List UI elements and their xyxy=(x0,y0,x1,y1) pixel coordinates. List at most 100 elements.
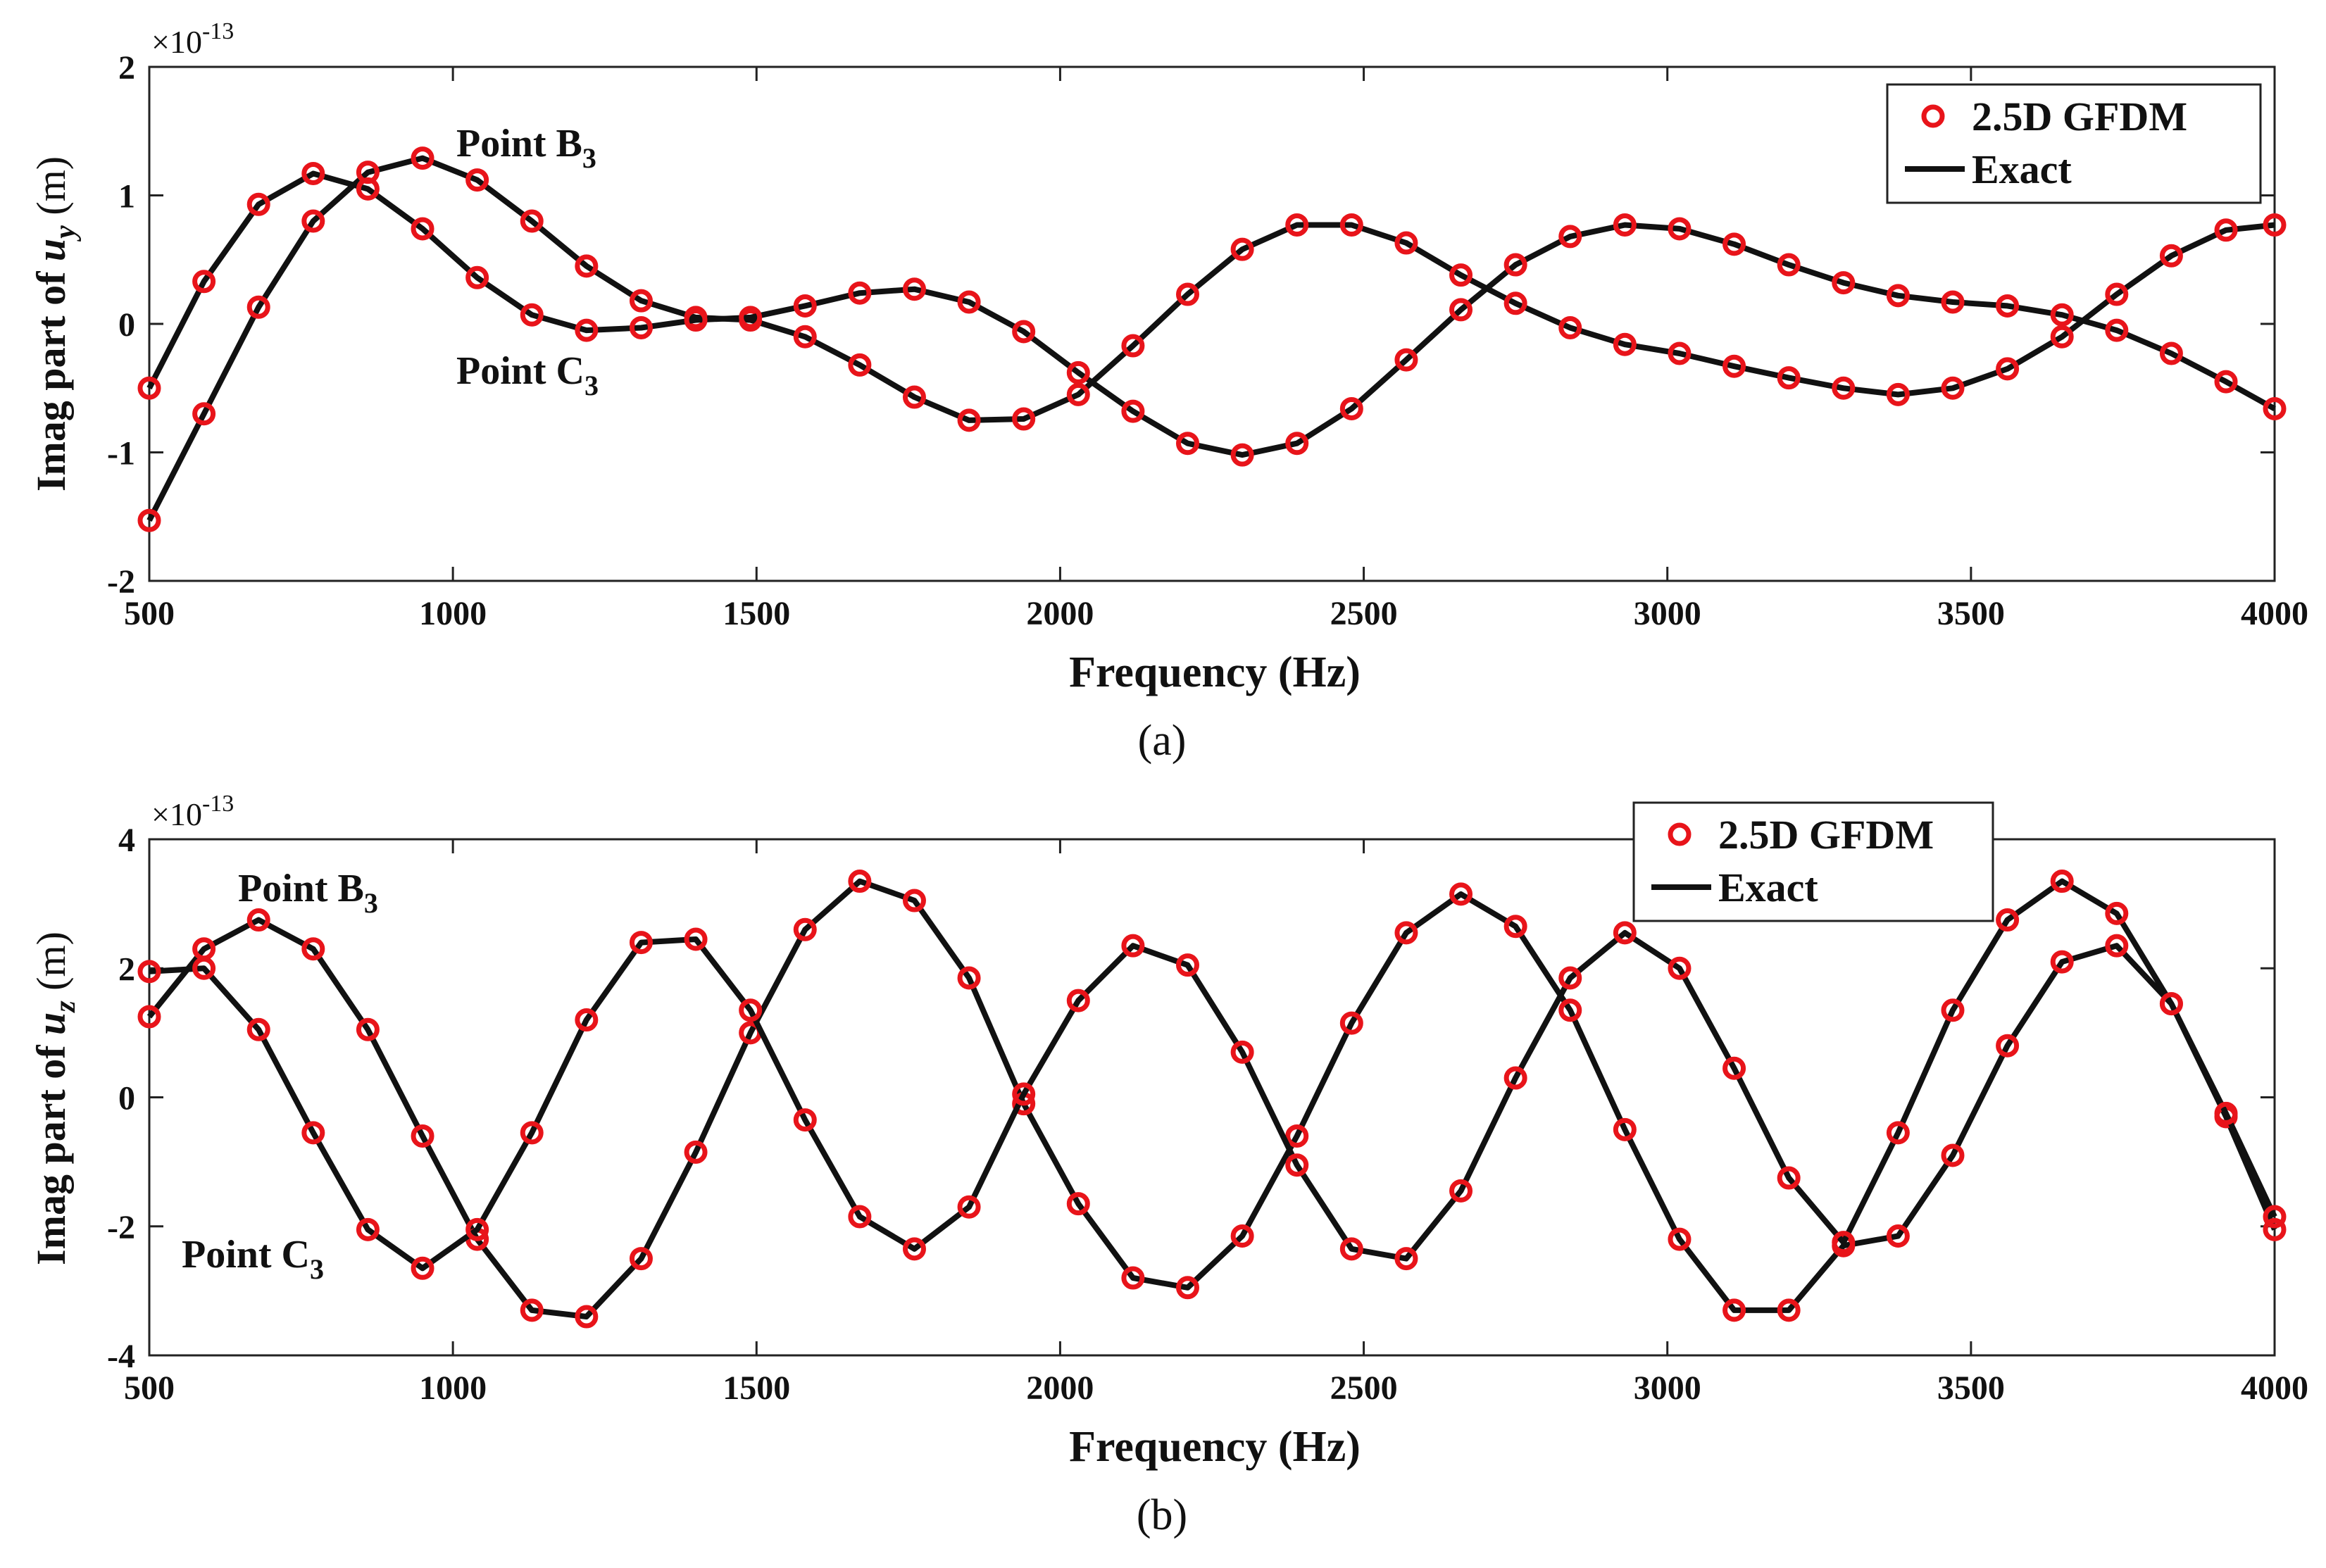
data-point xyxy=(684,1140,708,1164)
data-point xyxy=(1339,396,1363,420)
data-point xyxy=(1886,1121,1910,1145)
x-axis-label: Frequency (Hz) xyxy=(1069,648,1361,696)
x-tick-label: 2000 xyxy=(1026,595,1094,632)
data-point xyxy=(575,254,599,278)
legend-box xyxy=(1632,801,1994,922)
data-point xyxy=(1121,934,1145,958)
data-point xyxy=(301,161,325,185)
data-point xyxy=(1176,282,1200,306)
x-tick-label: 1500 xyxy=(723,1369,790,1407)
data-point xyxy=(356,177,380,201)
data-point xyxy=(1886,284,1910,308)
x-tick-label: 1500 xyxy=(723,595,790,632)
data-point xyxy=(902,385,926,409)
series-point-b3 xyxy=(137,870,2287,1329)
y-tick-label: -2 xyxy=(107,563,135,601)
legend-label: Exact xyxy=(1972,146,2072,192)
series-point-b3 xyxy=(137,146,2287,532)
data-point xyxy=(684,927,708,951)
data-point xyxy=(1503,253,1527,277)
data-point xyxy=(520,1298,544,1322)
data-point xyxy=(1339,1237,1363,1261)
axis-exponent: ×10-13 xyxy=(151,791,234,832)
data-point xyxy=(1777,1298,1801,1322)
data-point xyxy=(356,1017,380,1041)
data-point xyxy=(1230,1040,1254,1064)
data-point xyxy=(1012,1082,1036,1106)
data-point xyxy=(2159,341,2183,365)
data-point xyxy=(1230,1224,1254,1248)
data-point xyxy=(1613,1117,1637,1141)
data-point xyxy=(1012,320,1036,344)
data-point xyxy=(575,1305,599,1329)
data-point xyxy=(2050,303,2074,327)
data-point xyxy=(520,303,544,327)
data-point xyxy=(2263,396,2287,420)
series-line xyxy=(149,878,2277,1272)
data-point xyxy=(1176,1276,1200,1300)
data-point xyxy=(411,1124,434,1148)
data-point xyxy=(137,1005,161,1029)
data-point xyxy=(1503,291,1527,315)
data-point xyxy=(137,960,161,984)
y-tick-label: 4 xyxy=(118,822,135,859)
panel-caption: (b) xyxy=(1137,1491,1187,1539)
data-point xyxy=(356,1217,380,1241)
data-point xyxy=(2263,1217,2287,1241)
data-point xyxy=(1503,915,1527,939)
data-point xyxy=(1558,966,1582,990)
data-point xyxy=(2105,318,2129,342)
data-point xyxy=(465,1217,489,1241)
data-point xyxy=(2105,901,2129,925)
data-point xyxy=(1558,315,1582,339)
data-point xyxy=(1285,213,1309,237)
x-tick-label: 1000 xyxy=(419,595,487,632)
legend-label: Exact xyxy=(1718,865,1818,910)
data-point xyxy=(1394,348,1418,372)
data-point xyxy=(1722,354,1746,378)
annotation-label: Point B3 xyxy=(456,122,596,174)
x-tick-label: 1000 xyxy=(419,1369,487,1407)
annotation-label: Point B3 xyxy=(238,867,378,919)
data-point xyxy=(465,265,489,289)
data-point xyxy=(1722,1298,1746,1322)
x-tick-label: 500 xyxy=(124,1369,175,1407)
data-point xyxy=(1449,882,1473,906)
series-point-c3 xyxy=(137,161,2287,467)
data-point xyxy=(1230,237,1254,261)
data-point xyxy=(1668,956,1692,980)
data-point xyxy=(1777,253,1801,277)
data-point xyxy=(1722,232,1746,256)
data-point xyxy=(2263,213,2287,237)
x-tick-label: 3500 xyxy=(1937,1369,2005,1407)
x-tick-label: 2000 xyxy=(1026,1369,1094,1407)
data-point xyxy=(246,1017,270,1041)
data-point xyxy=(411,146,434,170)
data-point xyxy=(1613,921,1637,945)
chart-panel-a: 500 1000 1500 2000 2500 3000 3500 4000 -2 -1 0 1 2 ×1… xyxy=(28,18,2308,765)
annotation-label: Point C3 xyxy=(182,1233,324,1285)
data-point xyxy=(739,306,763,330)
data-point xyxy=(957,290,981,314)
data-point xyxy=(684,308,708,332)
data-point xyxy=(1394,231,1418,255)
data-point xyxy=(1176,432,1200,456)
data-point xyxy=(848,1205,872,1229)
data-point xyxy=(793,917,817,941)
data-point xyxy=(246,192,270,216)
data-point xyxy=(1668,341,1692,365)
data-point xyxy=(629,931,653,955)
legend-marker-icon xyxy=(1668,822,1692,846)
data-point xyxy=(1121,399,1145,423)
data-point xyxy=(1285,1153,1309,1177)
legend-marker-icon xyxy=(1921,104,1945,128)
series-line xyxy=(146,878,2277,1319)
data-point xyxy=(957,1195,981,1219)
data-point xyxy=(1066,989,1090,1012)
data-point xyxy=(2159,244,2183,268)
data-point xyxy=(1832,1231,1856,1255)
data-point xyxy=(1996,908,2020,932)
data-point xyxy=(192,402,216,426)
series-point-c3 xyxy=(137,870,2287,1280)
